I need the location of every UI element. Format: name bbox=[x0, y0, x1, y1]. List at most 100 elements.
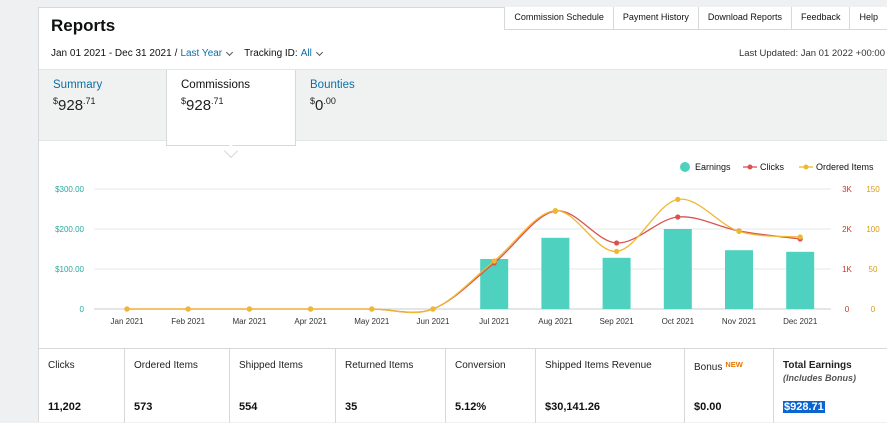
ordered-items-point bbox=[552, 208, 559, 214]
ordered-items-point bbox=[797, 234, 803, 240]
ordered-items-point bbox=[491, 258, 497, 264]
stat-shipped-revenue: Shipped Items Revenue $30,141.26 bbox=[536, 349, 685, 423]
tab-label: Commissions bbox=[181, 79, 251, 91]
left-tick-label: 0 bbox=[80, 305, 85, 314]
stats-bar: Clicks 11,202 Ordered Items 573 Shipped … bbox=[39, 348, 887, 423]
clicks-point bbox=[614, 240, 620, 246]
reports-panel: Reports Commission Schedule Payment Hist… bbox=[38, 7, 887, 423]
top-nav: Commission Schedule Payment History Down… bbox=[504, 7, 887, 30]
stat-conversion: Conversion 5.12% bbox=[446, 349, 536, 423]
stat-label: Conversion bbox=[455, 360, 506, 371]
ordered-items-point bbox=[308, 306, 314, 312]
legend-point-marker bbox=[747, 164, 753, 170]
stat-value: 5.12% bbox=[455, 401, 487, 413]
ordered-items-point bbox=[614, 248, 620, 254]
stat-returned-items: Returned Items 35 bbox=[336, 349, 446, 423]
stat-ordered-items: Ordered Items 573 bbox=[125, 349, 230, 423]
ordered-items-point bbox=[185, 306, 191, 312]
earnings-bar bbox=[541, 237, 570, 309]
stat-label: Total Earnings (Includes Bonus) bbox=[783, 360, 887, 383]
earnings-bar bbox=[786, 251, 815, 309]
x-tick-label: Aug 2021 bbox=[538, 317, 573, 326]
earnings-bar bbox=[480, 259, 509, 309]
x-tick-label: Apr 2021 bbox=[294, 317, 327, 326]
x-tick-label: Jul 2021 bbox=[479, 317, 510, 326]
clicks-tick-label: 0 bbox=[845, 305, 850, 314]
x-tick-label: Jun 2021 bbox=[417, 317, 450, 326]
clicks-tick-label: 3K bbox=[842, 185, 852, 194]
ordered-tick-label: 150 bbox=[866, 185, 880, 194]
tab-amount: $928.71 bbox=[53, 96, 96, 114]
clicks-tick-label: 1K bbox=[842, 265, 852, 274]
stat-total-earnings: Total Earnings (Includes Bonus) $928.71 bbox=[774, 349, 887, 423]
earnings-chart: 0 0 0 $100.00 1K 50 $200.00 2K 100 $300.00 3K 150 Ja… bbox=[55, 162, 880, 326]
x-tick-label: May 2021 bbox=[354, 317, 390, 326]
x-tick-label: Feb 2021 bbox=[171, 317, 205, 326]
ordered-tick-label: 100 bbox=[866, 225, 880, 234]
stat-label: Clicks bbox=[48, 360, 75, 371]
x-tick-label: Dec 2021 bbox=[783, 317, 818, 326]
clicks-point bbox=[675, 214, 681, 220]
page-title: Reports bbox=[51, 16, 116, 35]
stat-label: Shipped Items Revenue bbox=[545, 360, 652, 371]
ordered-items-point bbox=[675, 196, 681, 202]
help-link[interactable]: Help bbox=[849, 7, 887, 30]
stat-value: 554 bbox=[239, 401, 258, 413]
range-separator: / bbox=[174, 48, 178, 59]
stat-shipped-items: Shipped Items 554 bbox=[230, 349, 336, 423]
tab-commissions[interactable]: Commissions $928.71 bbox=[166, 70, 296, 146]
ordered-items-point bbox=[736, 228, 742, 234]
x-tick-label: Sep 2021 bbox=[599, 317, 634, 326]
left-tick-label: $100.00 bbox=[55, 265, 84, 274]
ordered-items-point bbox=[246, 306, 252, 312]
legend-label: Earnings bbox=[695, 162, 731, 172]
stat-clicks: Clicks 11,202 bbox=[39, 349, 125, 423]
ordered-tick-label: 50 bbox=[869, 265, 878, 274]
left-tick-label: $300.00 bbox=[55, 185, 84, 194]
tab-label: Summary bbox=[53, 79, 103, 91]
tab-label: Bounties bbox=[310, 79, 355, 91]
tab-summary[interactable]: Summary $928.71 bbox=[39, 70, 166, 146]
earnings-bar bbox=[663, 229, 692, 309]
stat-value[interactable]: $928.71 bbox=[783, 401, 825, 413]
stat-value: 35 bbox=[345, 401, 358, 413]
earnings-bar bbox=[602, 257, 631, 309]
earnings-bar bbox=[725, 250, 753, 309]
legend-point-marker bbox=[803, 164, 809, 170]
clicks-line bbox=[126, 210, 801, 314]
stat-value: 573 bbox=[134, 401, 153, 413]
ordered-items-line bbox=[126, 198, 801, 314]
tab-bounties[interactable]: Bounties $0.00 bbox=[296, 70, 426, 146]
x-tick-label: Mar 2021 bbox=[233, 317, 267, 326]
x-tick-label: Jan 2021 bbox=[111, 317, 144, 326]
summary-tabs: Summary $928.71 Commissions $928.71 Boun… bbox=[39, 69, 887, 146]
legend-label: Clicks bbox=[760, 162, 784, 172]
legend-earnings-marker bbox=[680, 162, 690, 172]
last-updated: Last Updated: Jan 01 2022 +00:00 bbox=[738, 48, 885, 59]
tab-amount: $928.71 bbox=[181, 96, 224, 114]
ordered-tick-label: 0 bbox=[871, 305, 876, 314]
new-badge: NEW bbox=[725, 360, 743, 369]
stat-label: Bonus NEW bbox=[694, 360, 743, 373]
tracking-id-label: Tracking ID: bbox=[244, 48, 298, 59]
stat-label: Returned Items bbox=[345, 360, 414, 371]
stat-label: Ordered Items bbox=[134, 360, 198, 371]
legend-label: Ordered Items bbox=[816, 162, 874, 172]
date-preset-dropdown[interactable]: Last Year bbox=[180, 48, 223, 59]
clicks-tick-label: 2K bbox=[842, 225, 852, 234]
x-tick-label: Oct 2021 bbox=[662, 317, 695, 326]
stat-value: $30,141.26 bbox=[545, 401, 601, 413]
ordered-items-point bbox=[430, 306, 436, 312]
stat-bonus: Bonus NEW $0.00 bbox=[685, 349, 774, 423]
stat-value: 11,202 bbox=[48, 401, 82, 413]
tab-amount: $0.00 bbox=[310, 96, 336, 114]
tracking-id-dropdown[interactable]: All bbox=[300, 48, 312, 59]
date-range[interactable]: Jan 01 2021 - Dec 31 2021 bbox=[51, 48, 172, 59]
ordered-items-point bbox=[369, 306, 375, 312]
left-tick-label: $200.00 bbox=[55, 225, 84, 234]
ordered-items-point bbox=[124, 306, 130, 312]
stat-value: $0.00 bbox=[694, 401, 722, 413]
stat-sublabel: (Includes Bonus) bbox=[783, 373, 857, 383]
stat-label: Shipped Items bbox=[239, 360, 303, 371]
x-tick-label: Nov 2021 bbox=[722, 317, 757, 326]
